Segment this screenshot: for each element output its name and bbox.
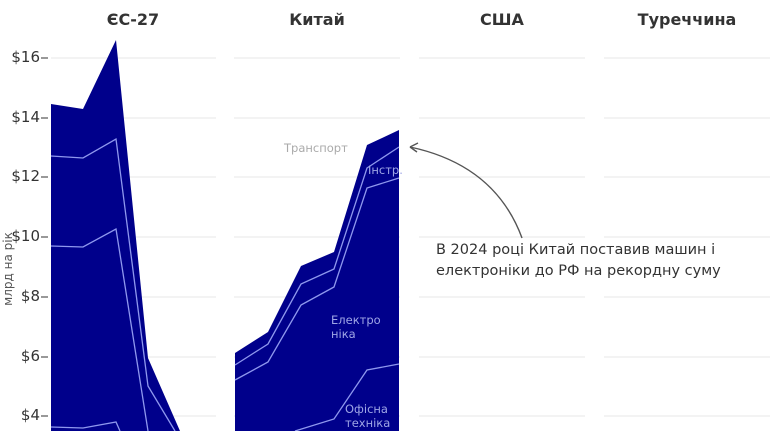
label-electronics: Електро ніка (331, 313, 381, 341)
y-tick-4: $4 (20, 406, 40, 424)
gridlines (51, 57, 770, 417)
label-office-line2: техніка (345, 416, 391, 430)
y-tick-8: $8 (20, 287, 40, 305)
y-tick-6: $6 (20, 347, 40, 365)
annotation-text: В 2024 році Китай поставив машин і елект… (436, 240, 770, 282)
y-tick-10: $10 (11, 227, 40, 245)
label-transport: Транспорт (284, 141, 348, 155)
label-electronics-line2: ніка (331, 327, 356, 341)
label-instr: Інстр. (368, 163, 403, 177)
y-tick-marks (41, 57, 48, 417)
panel-title-china: Китай (289, 10, 345, 29)
panel-title-usa: США (480, 10, 524, 29)
y-tick-16: $16 (11, 48, 40, 66)
annotation-arrow (409, 142, 523, 239)
label-electronics-line1: Електро (331, 313, 381, 327)
y-tick-12: $12 (11, 167, 40, 185)
panel-title-turkey: Туреччина (637, 10, 737, 29)
panel-title-eu: ЄС-27 (106, 10, 160, 29)
china-area (234, 130, 400, 431)
eu-area (50, 40, 180, 431)
annotation-line1: В 2024 році Китай поставив машин і (436, 242, 716, 258)
y-tick-14: $14 (11, 108, 40, 126)
label-office: Офісна техніка (345, 402, 390, 430)
annotation-line2: електроніки до РФ на рекордну суму (436, 263, 721, 279)
label-office-line1: Офісна (345, 402, 388, 416)
